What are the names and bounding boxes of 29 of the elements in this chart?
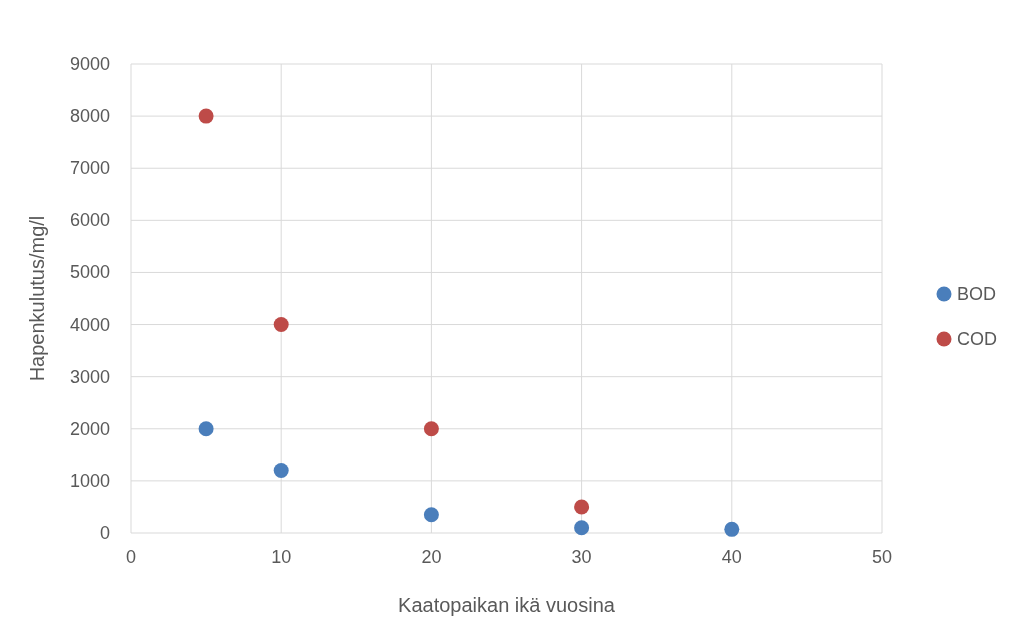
point bbox=[574, 499, 590, 515]
y-tick-label: 5000 bbox=[69, 262, 110, 283]
x-tick-label: 20 bbox=[421, 547, 442, 567]
x-tick-label: 40 bbox=[721, 547, 742, 567]
point bbox=[423, 507, 439, 523]
y-tick-label: 4000 bbox=[69, 314, 110, 335]
point bbox=[273, 462, 289, 478]
y-tick-label: 9000 bbox=[69, 54, 110, 74]
x-tick-label: 30 bbox=[571, 547, 592, 567]
y-tick-label: 0 bbox=[99, 523, 110, 543]
point bbox=[198, 421, 214, 437]
y-tick-label: 3000 bbox=[69, 366, 110, 387]
y-axis-title: Hapenkulutus/mg/l bbox=[26, 215, 48, 382]
point bbox=[273, 317, 289, 333]
legend-label: BOD bbox=[957, 284, 997, 304]
y-tick-label: 2000 bbox=[69, 418, 110, 439]
point bbox=[574, 520, 590, 536]
y-tick-label: 7000 bbox=[69, 158, 110, 179]
y-tick-label: 1000 bbox=[69, 470, 110, 491]
point bbox=[198, 108, 214, 124]
x-tick-label: 50 bbox=[871, 547, 893, 567]
y-tick-label: 8000 bbox=[69, 106, 110, 127]
point bbox=[423, 421, 439, 437]
legend-label: COD bbox=[957, 329, 997, 349]
x-tick-label: 0 bbox=[125, 547, 137, 567]
x-tick-label: 10 bbox=[271, 547, 292, 567]
point bbox=[724, 521, 740, 537]
y-tick-label: 6000 bbox=[69, 210, 110, 231]
x-axis-title: Kaatopaikan ikä vuosina bbox=[398, 594, 616, 616]
